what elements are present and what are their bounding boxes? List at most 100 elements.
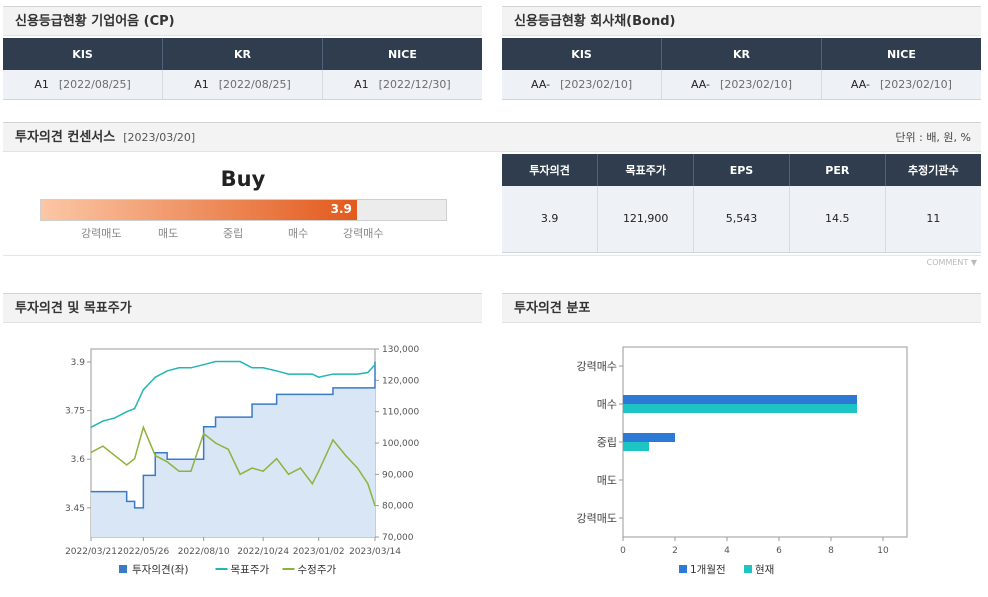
- data-point: [239, 360, 241, 363]
- y-right-tick-label: 70,000: [382, 533, 414, 543]
- bar-1: [623, 442, 649, 451]
- opinion-bar-track: 3.9: [40, 199, 447, 221]
- y-right-tick-label: 110,000: [382, 408, 419, 418]
- data-point: [345, 387, 347, 389]
- legend-label: 목표주가: [231, 564, 270, 576]
- data-point: [214, 360, 217, 363]
- cp-kr-grade: A1: [194, 77, 209, 91]
- bond-nice-cell: AA- [2023/02/10]: [821, 70, 981, 100]
- x-tick-label: 2022/08/10: [178, 547, 230, 557]
- data-point: [367, 387, 369, 389]
- y-left-tick-label: 3.45: [65, 504, 85, 514]
- data-point: [287, 473, 290, 475]
- x-tick-label: 10: [877, 546, 889, 556]
- scale-label-strong-sell: 강력매도: [81, 227, 122, 240]
- opinion-bar-fill: 3.9: [41, 200, 357, 220]
- scale-label-strong-buy: 강력매수: [343, 227, 384, 240]
- bond-col-kr: KR: [661, 38, 822, 70]
- cp-kr-date: [2022/08/25]: [218, 77, 291, 91]
- bond-kr-cell: AA- [2023/02/10]: [661, 70, 822, 100]
- data-point: [262, 367, 264, 369]
- data-point: [178, 470, 180, 472]
- data-point: [102, 420, 104, 422]
- data-point: [374, 505, 376, 507]
- data-point: [142, 426, 144, 428]
- consensus-table: 투자의견 목표주가 EPS PER 추정기관수 3.9 121,900 5,54…: [502, 154, 981, 253]
- data-point: [251, 367, 253, 369]
- data-point: [126, 500, 128, 502]
- data-point: [154, 376, 156, 378]
- data-point: [126, 464, 128, 466]
- category-label: 매도: [597, 474, 617, 487]
- data-point: [166, 458, 168, 460]
- bond-col-nice: NICE: [821, 38, 981, 70]
- data-point: [114, 454, 116, 457]
- scale-label-neutral: 중립: [223, 227, 244, 240]
- y-right-tick-label: 120,000: [382, 376, 419, 386]
- cp-nice-date: [2022/12/30]: [378, 77, 451, 91]
- legend-label: 현재: [755, 564, 774, 576]
- consensus-title: 투자의견 컨센서스: [15, 130, 116, 145]
- cell-opinion: 3.9: [502, 186, 599, 253]
- data-point: [154, 454, 156, 457]
- y-right-tick-label: 90,000: [382, 470, 414, 480]
- data-point: [332, 387, 334, 389]
- data-point: [142, 389, 144, 391]
- data-point: [239, 416, 241, 418]
- y-left-tick-label: 3.75: [65, 407, 85, 417]
- cp-col-kr: KR: [162, 38, 323, 70]
- bond-kis-grade: AA-: [531, 77, 551, 91]
- series-line-2: [90, 425, 376, 506]
- x-tick-label: 2022/03/21: [65, 547, 117, 557]
- col-eps: EPS: [693, 154, 790, 186]
- credit-cp-title: 신용등급현황 기업어음 (CP): [3, 6, 482, 36]
- legend-label: 수정주가: [298, 564, 337, 576]
- cell-eps: 5,543: [693, 186, 790, 253]
- bar-0: [623, 395, 857, 404]
- cp-col-kis: KIS: [3, 38, 164, 70]
- credit-cp-panel: 신용등급현황 기업어음 (CP) KIS KR NICE A1 [2022/08/…: [3, 6, 482, 100]
- credit-cp-table: KIS KR NICE A1 [2022/08/25] A1 [2022/08/25…: [3, 38, 482, 100]
- credit-bond-title: 신용등급현황 회사채(Bond): [502, 6, 981, 36]
- data-point: [190, 458, 192, 460]
- unit-label: 단위 : 배, 원, %: [895, 131, 971, 144]
- data-point: [276, 458, 278, 460]
- data-point: [214, 416, 217, 418]
- series-area-opinion: [91, 361, 375, 537]
- data-point: [190, 470, 192, 472]
- cell-target-price: 121,900: [597, 186, 695, 253]
- data-point: [90, 491, 92, 493]
- x-tick-label: 0: [620, 546, 626, 556]
- distribution-chart-title: 투자의견 분포: [502, 293, 981, 323]
- data-point: [356, 373, 359, 375]
- y-right-tick-label: 100,000: [382, 439, 419, 449]
- consensus-gauge: Buy 3.9 강력매도 매도 중립 매수 강력매수: [3, 154, 502, 254]
- data-point: [299, 467, 302, 469]
- data-point: [374, 361, 376, 363]
- cp-col-nice: NICE: [322, 38, 482, 70]
- col-analyst-count: 추정기관수: [885, 154, 981, 186]
- price-chart: 3.9 3.75 3.6 3.45 130,000 120,000 110,000 100,0…: [65, 345, 420, 576]
- consensus-panel: 투자의견 컨센서스 [2023/03/20] 단위 : 배, 원, % Buy 3…: [3, 122, 981, 272]
- bond-nice-grade: AA-: [850, 77, 870, 91]
- data-point: [318, 376, 320, 378]
- data-point: [142, 474, 144, 477]
- cell-per: 14.5: [789, 186, 886, 253]
- price-chart-title: 투자의견 및 목표주가: [3, 293, 482, 323]
- data-point: [311, 483, 313, 485]
- bond-kr-grade: AA-: [690, 77, 711, 91]
- comment-toggle[interactable]: COMMENT ▼: [3, 255, 981, 270]
- legend-swatch: [119, 565, 127, 573]
- data-point: [90, 451, 92, 453]
- data-point: [178, 458, 180, 460]
- data-point: [134, 507, 136, 509]
- category-label: 중립: [597, 436, 617, 449]
- data-point: [332, 373, 334, 375]
- data-point: [190, 367, 192, 369]
- x-tick-label: 8: [828, 546, 834, 556]
- cp-kr-cell: A1 [2022/08/25]: [162, 70, 323, 100]
- bond-nice-date: [2023/02/10]: [879, 77, 952, 91]
- x-tick-label: 2023/03/14: [349, 547, 401, 557]
- data-point: [134, 407, 136, 410]
- data-point: [203, 433, 205, 435]
